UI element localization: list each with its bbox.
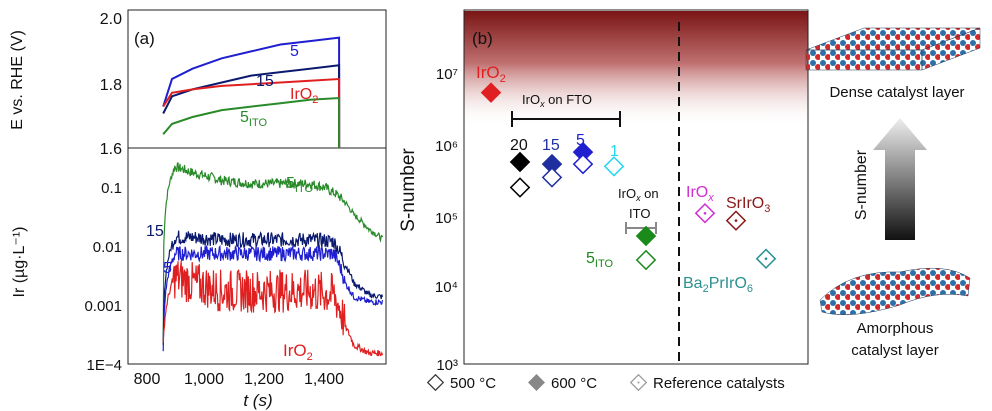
a-bot-ytick-2: 0.001 — [84, 298, 122, 315]
legend-marker-600 — [528, 374, 545, 391]
a-bot-label-iro2: IrO2 — [283, 341, 313, 363]
ito-bracket-label-2: ITO — [629, 206, 650, 221]
a-top-label-iro2: IrO2 — [290, 86, 318, 106]
b-point-500-1 — [603, 156, 625, 177]
arrow-label: S-number — [853, 149, 870, 220]
b-label-iro2: IrO2 — [476, 63, 506, 85]
a-bot-label-15: 15 — [146, 223, 164, 240]
panel-a-xlabel: t (s) — [243, 391, 272, 410]
a-top-ytick-3: 2.0 — [100, 11, 122, 28]
panel-b-legend: 500 °C 600 °C Reference catalysts — [426, 373, 785, 392]
a-bottom-series-0 — [162, 162, 384, 346]
a-top-series-0 — [162, 36, 341, 148]
a-top-label-15: 15 — [256, 73, 274, 90]
a-xtick-2: 1,000 — [184, 371, 224, 388]
b-point-500-5 — [572, 153, 594, 175]
b-label-srirO3: SrIrO3 — [726, 195, 770, 215]
a-top-series-2 — [162, 77, 341, 148]
panel-a: (a) 1.6 1.8 2.0 1E−4 0.001 0.01 0.1 800 … — [9, 9, 387, 410]
b-label-20: 20 — [510, 137, 528, 154]
panel-b-gradient — [464, 11, 808, 127]
b-ytick-4: 10⁶ — [435, 138, 458, 155]
b-point-500-20 — [509, 177, 531, 198]
amorphous-caption-1: Amorphous — [857, 320, 934, 337]
legend-label-ref: Reference catalysts — [653, 375, 785, 392]
a-top-label-5ito: 5ITO — [240, 109, 267, 129]
legend-label-600: 600 °C — [551, 375, 597, 392]
b-label-ba2prIrO6: Ba2PrIrO6 — [683, 275, 753, 295]
b-point-500-5ito — [635, 249, 657, 271]
panel-a-bottom-ylabel: Ir (µg·L⁻¹) — [11, 227, 28, 298]
b-ytick-5: 10⁷ — [436, 66, 458, 83]
a-bottom-series-3 — [162, 260, 384, 357]
a-xtick-4: 1,400 — [304, 371, 344, 388]
b-label-5ito: 5ITO — [586, 250, 613, 270]
b-label-1: 1 — [610, 143, 619, 160]
b-ytick-2: 10⁴ — [435, 279, 458, 296]
b-point-600-15 — [541, 153, 563, 175]
b-point-500-15 — [541, 167, 563, 188]
dense-layer-image — [805, 27, 981, 71]
b-point-ref-ba2priro6-dot — [764, 257, 768, 261]
b-ytick-1: 10³ — [436, 357, 458, 374]
b-ytick-3: 10⁵ — [435, 210, 458, 227]
b-point-ref-irox-dot — [703, 212, 707, 215]
b-point-600-20 — [509, 151, 531, 173]
a-xtick-1: 800 — [134, 371, 161, 388]
b-point-600-5 — [572, 141, 594, 163]
panel-b-ylabel: S-number — [398, 148, 419, 232]
panel-b-points — [480, 82, 777, 271]
panel-a-label: (a) — [134, 29, 155, 48]
schematic: Dense catalyst layer S-number Amorphous … — [805, 27, 981, 359]
amorphous-caption-2: catalyst layer — [851, 342, 939, 359]
panel-a-bottom-lines — [162, 162, 384, 357]
dense-layer-caption: Dense catalyst layer — [829, 84, 964, 101]
ito-bracket-label-1: IrOx on — [618, 186, 659, 203]
panel-a-x-ticks: 800 1,000 1,200 1,400 — [134, 371, 344, 388]
b-point-ref-sriro3-dot — [734, 219, 738, 222]
fto-bracket-label: IrOx on FTO — [522, 92, 592, 109]
a-bottom-series-1 — [162, 230, 384, 344]
amorphous-layer-image — [819, 267, 971, 316]
a-top-ytick-2: 1.8 — [100, 77, 122, 94]
a-bot-label-5ito: 5ITO — [286, 175, 313, 195]
legend-label-500: 500 °C — [450, 375, 496, 392]
panel-a-bottom-y-ticks: 1E−4 0.001 0.01 0.1 — [84, 180, 122, 374]
panel-b-y-ticks: 10³ 10⁴ 10⁵ 10⁶ 10⁷ — [435, 66, 458, 374]
a-top-series-1 — [162, 64, 341, 148]
a-bottom-series-2 — [162, 244, 384, 352]
legend-marker-500 — [426, 373, 445, 392]
b-label-irox: IrOx — [686, 184, 714, 204]
a-bot-ytick-3: 0.01 — [93, 239, 122, 256]
a-top-series-3 — [162, 96, 341, 148]
panel-b: (b) 10³ 10⁴ 10⁵ 10⁶ 10⁷ S-number IrOx on… — [398, 9, 809, 392]
fto-bracket — [511, 111, 621, 127]
panel-b-label: (b) — [472, 29, 493, 48]
b-point-600-5ito — [635, 225, 657, 247]
a-bot-ytick-1: 1E−4 — [87, 357, 122, 374]
a-top-label-5: 5 — [290, 43, 299, 60]
b-point-iro2 — [480, 82, 502, 103]
a-top-ytick-1: 1.6 — [100, 141, 122, 158]
panel-a-top-lines — [162, 36, 341, 148]
a-bot-label-5: 5 — [163, 260, 172, 277]
a-bot-ytick-4: 0.1 — [101, 180, 122, 197]
panel-a-top-y-ticks: 1.6 1.8 2.0 — [100, 11, 122, 158]
panel-b-frame — [463, 9, 809, 365]
b-label-5: 5 — [576, 132, 585, 149]
ito-bracket — [625, 222, 657, 234]
s-number-arrow — [873, 118, 927, 240]
panel-a-top-ylabel: E vs. RHE (V) — [9, 30, 26, 130]
b-label-15: 15 — [542, 137, 560, 154]
panel-a-bottom-frame — [127, 147, 387, 365]
a-xtick-3: 1,200 — [244, 371, 284, 388]
